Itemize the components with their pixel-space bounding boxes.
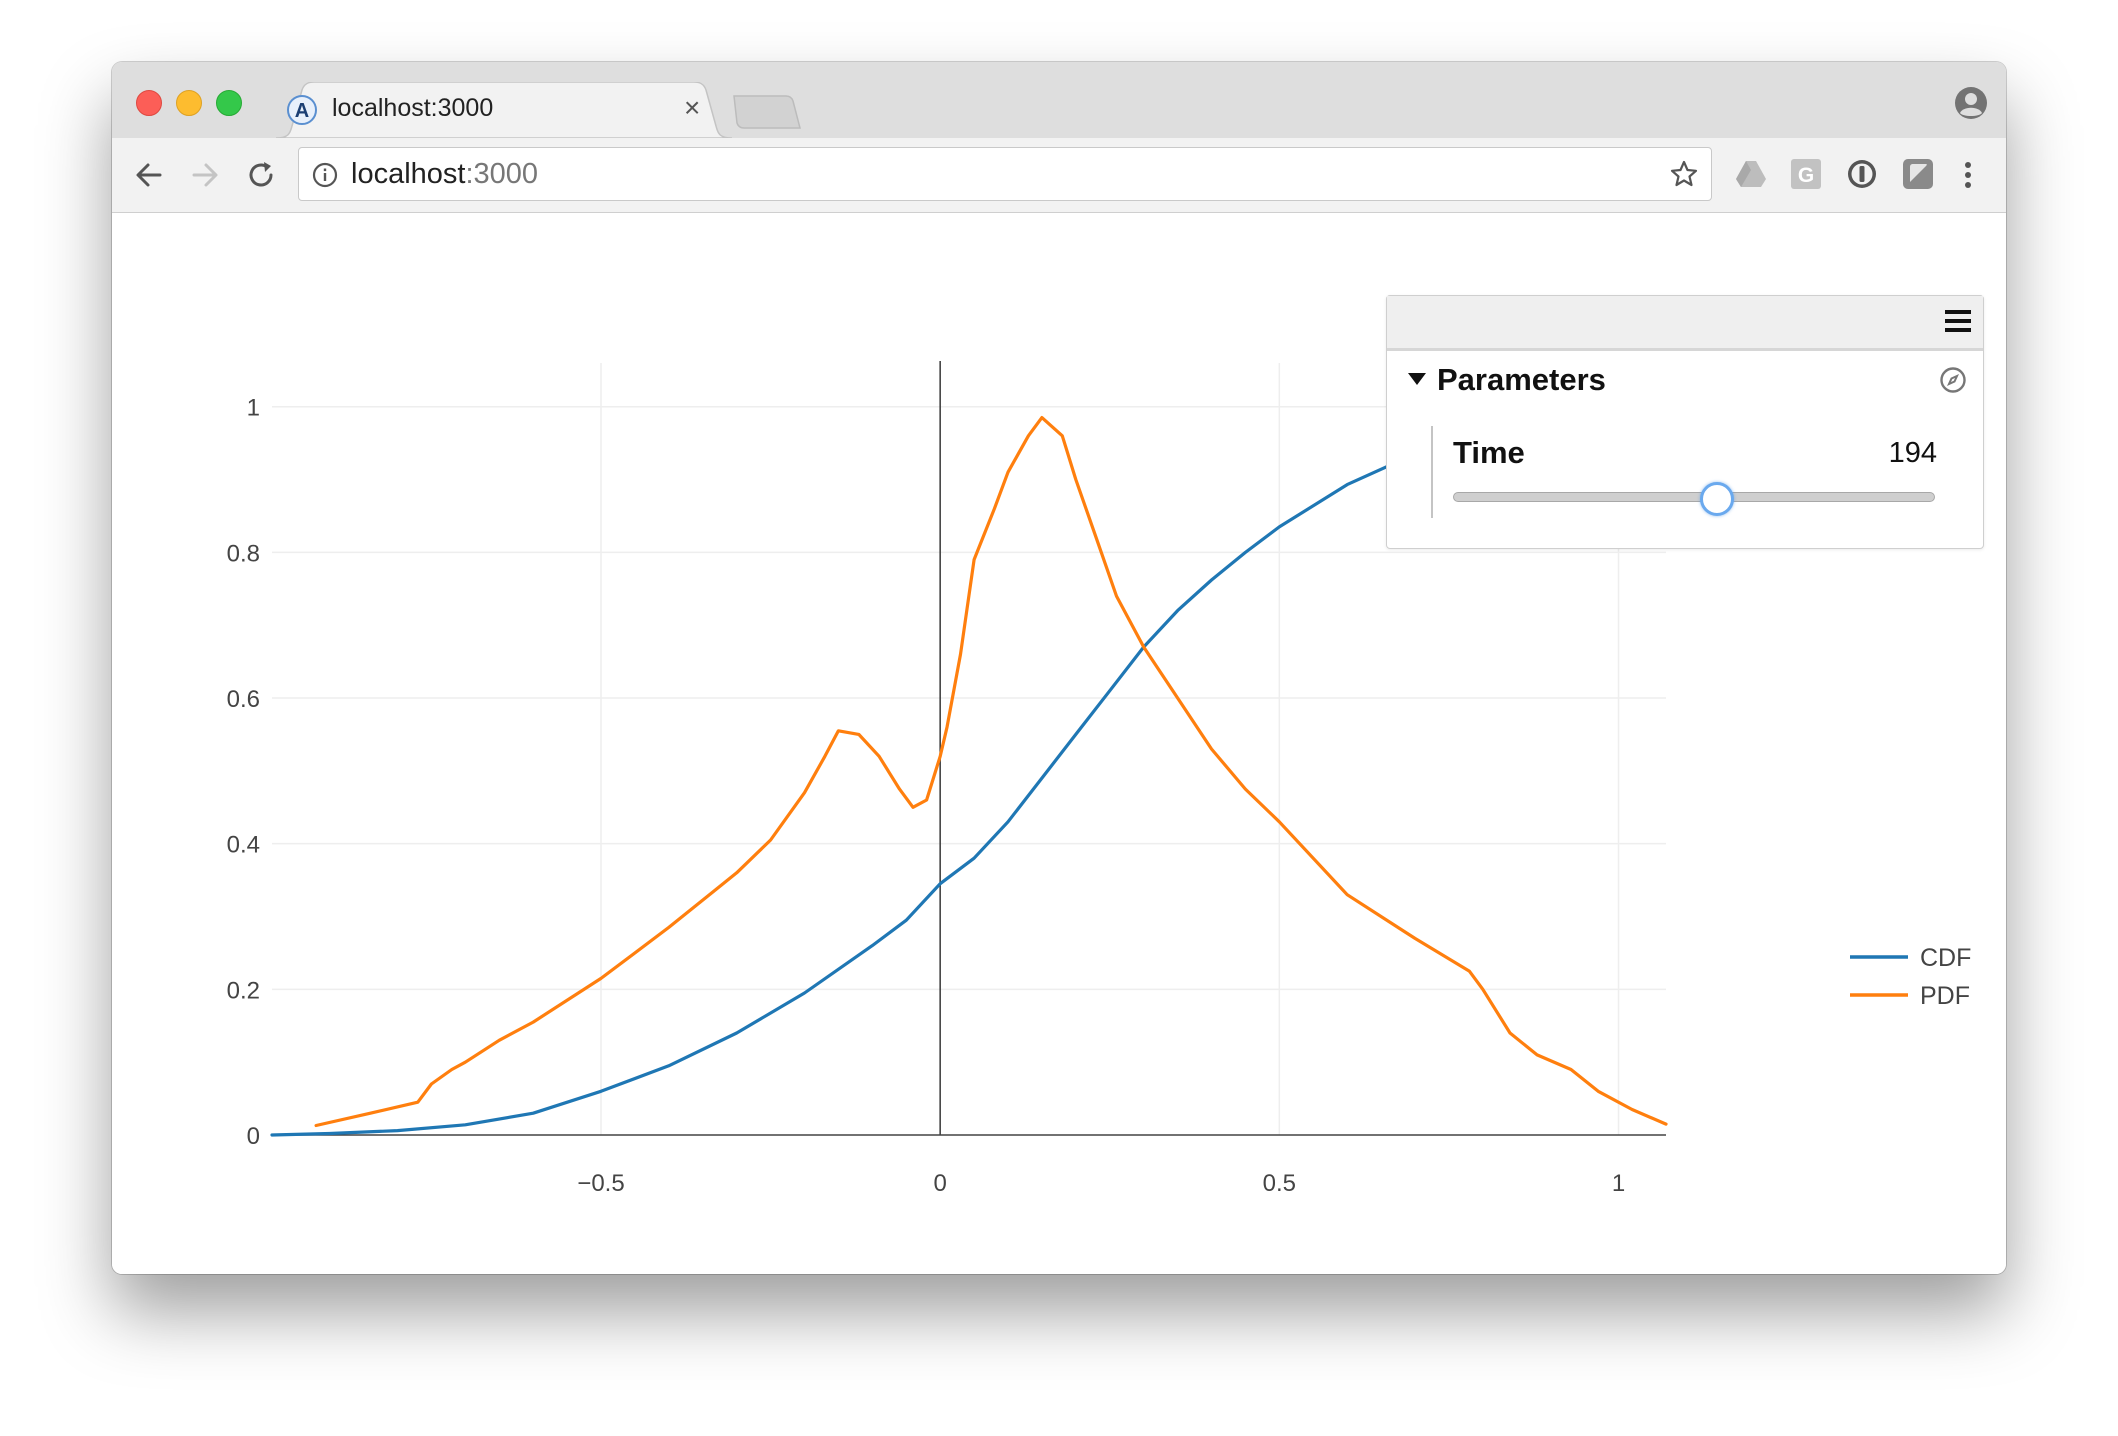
minimize-window-button[interactable] (176, 90, 202, 116)
series (270, 405, 1668, 1137)
password-icon[interactable] (1846, 158, 1878, 190)
forward-arrow-icon[interactable] (188, 158, 222, 192)
folder-title: Parameters (1437, 362, 1606, 397)
compass-icon[interactable] (1939, 366, 1967, 394)
y-tick-label: 0.6 (227, 686, 260, 713)
time-value[interactable]: 194 (1888, 437, 1937, 469)
x-tick-label: 0 (933, 1170, 946, 1197)
hamburger-icon[interactable] (1943, 308, 1973, 334)
y-tick-label: 0.4 (227, 832, 260, 859)
time-slider-handle[interactable] (1700, 482, 1734, 516)
info-icon[interactable] (311, 161, 339, 189)
url-host: localhost (351, 158, 466, 190)
reload-icon[interactable] (244, 158, 278, 192)
param-indent-rule (1431, 426, 1433, 518)
axes (272, 361, 1666, 1136)
shield-icon[interactable] (1902, 158, 1934, 190)
x-tick-label: −0.5 (577, 1170, 624, 1197)
close-window-button[interactable] (136, 90, 162, 116)
legend: CDF PDF (1850, 944, 1971, 1010)
address-bar[interactable]: localhost:3000 (298, 147, 1712, 201)
x-tick-label: 1 (1612, 1170, 1625, 1197)
y-tick-label: 0 (247, 1123, 260, 1150)
svg-text:G: G (1798, 164, 1814, 187)
browser-window: A localhost:3000 × lo (112, 62, 2006, 1274)
tab-strip: A localhost:3000 × (112, 62, 2006, 138)
bookmark-star-icon[interactable] (1669, 159, 1699, 189)
page-content: 0 0.2 0.4 0.6 0.8 1 −0.5 0 0.5 1 CDF PDF Parameter… (112, 213, 2006, 1274)
back-arrow-icon[interactable] (132, 158, 166, 192)
kebab-menu-icon[interactable] (1958, 158, 1978, 192)
tab-close-button[interactable]: × (684, 92, 701, 123)
url-text[interactable]: localhost:3000 (351, 158, 538, 190)
legend-label-cdf: CDF (1920, 944, 1971, 972)
browser-tab[interactable] (276, 82, 732, 138)
parameters-panel: Parameters Time 194 (1386, 295, 1984, 549)
tab-title: localhost:3000 (332, 94, 494, 122)
parameters-folder[interactable]: Parameters (1407, 360, 1967, 400)
y-tick-label: 0.2 (227, 977, 260, 1004)
y-tick-label: 0.8 (227, 540, 260, 567)
tab-shape (276, 82, 732, 138)
x-tick-label: 0.5 (1263, 1170, 1296, 1197)
url-port: :3000 (465, 158, 539, 190)
grid (272, 363, 1666, 1135)
svg-text:A: A (295, 100, 309, 122)
zoom-window-button[interactable] (216, 90, 242, 116)
caret-down-icon (1408, 373, 1426, 385)
profile-icon[interactable] (1954, 86, 1988, 120)
chart: 0 0.2 0.4 0.6 0.8 1 −0.5 0 0.5 1 CDF PDF (227, 361, 1971, 1197)
drive-icon[interactable] (1734, 158, 1768, 190)
grammarly-icon[interactable]: G (1790, 158, 1822, 190)
series-line-cdf (270, 405, 1668, 1137)
series-line-pdf (314, 416, 1668, 1128)
time-slider-track[interactable] (1453, 492, 1935, 502)
y-tick-label: 1 (247, 395, 260, 422)
tick-labels: 0 0.2 0.4 0.6 0.8 1 −0.5 0 0.5 1 (227, 395, 1626, 1197)
time-label: Time (1453, 435, 1525, 470)
a-logo-icon: A (287, 95, 317, 125)
panel-header (1387, 296, 1983, 351)
legend-label-pdf: PDF (1920, 982, 1970, 1010)
browser-toolbar: localhost:3000 G (112, 138, 2006, 213)
new-tab-button[interactable] (730, 92, 802, 132)
